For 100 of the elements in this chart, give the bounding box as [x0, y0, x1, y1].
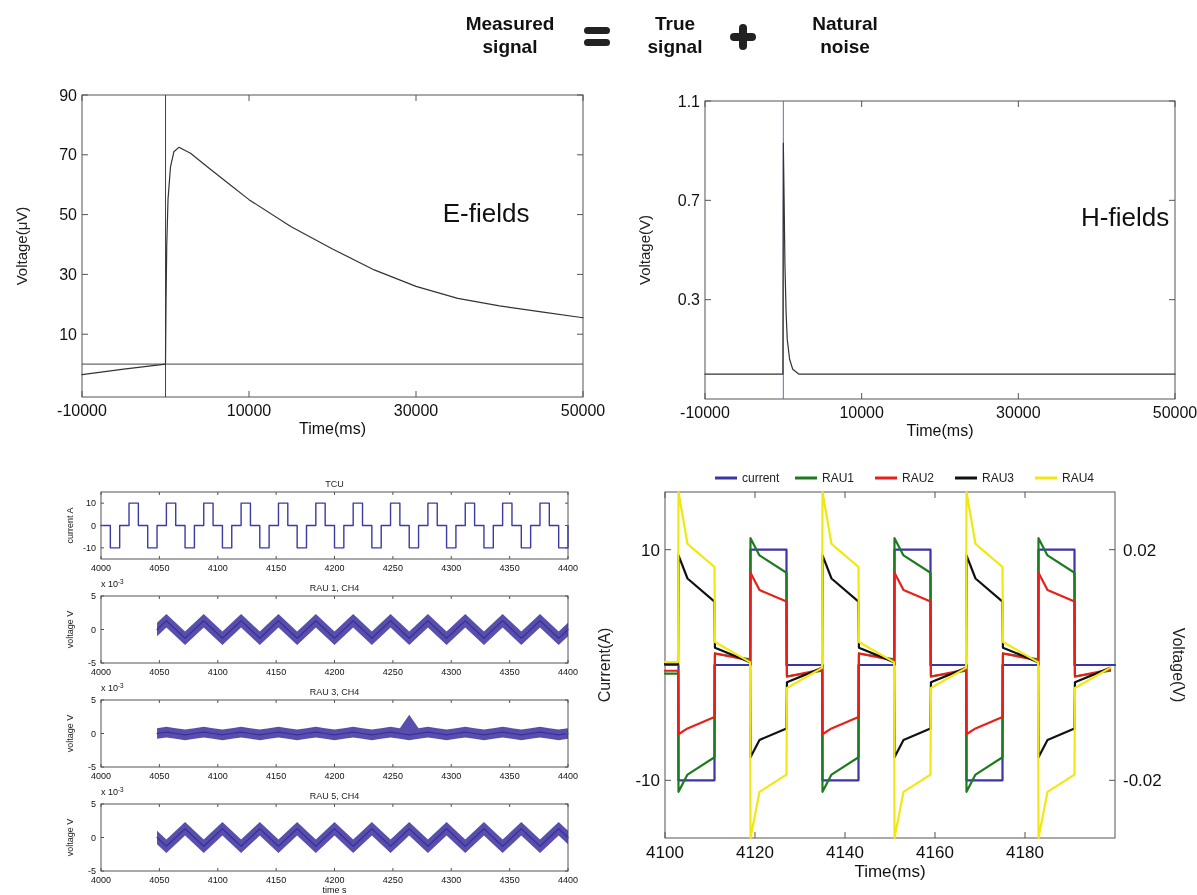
y-tick-label: -5	[87, 658, 96, 669]
annotation: E-fields	[442, 197, 530, 228]
x-tick-label: 30000	[996, 404, 1041, 421]
x-tick-label: 4200	[324, 771, 345, 781]
y-tick-label: -10	[82, 542, 96, 553]
x-tick-label: 4150	[266, 771, 287, 781]
x-tick-label: 4050	[149, 771, 170, 781]
x-tick-label: 4350	[499, 771, 520, 781]
y2-axis-title: Voltage(V)	[1170, 627, 1187, 703]
text: Measured signal	[465, 13, 555, 57]
x-tick-label: 10000	[226, 402, 272, 419]
x-tick-label: 4350	[499, 875, 520, 885]
y-tick-label: 5	[90, 591, 96, 602]
legend-label: current	[742, 471, 781, 485]
y-tick-label: 1.1	[677, 92, 701, 110]
x-tick-label: 4000	[90, 875, 112, 885]
y-axis-title: Voltage(V)	[636, 214, 653, 286]
text: x 10$^{-3}$	[101, 681, 125, 693]
x-tick-label: 4180	[1006, 843, 1044, 862]
y2-tick-label: 0.02	[1123, 540, 1157, 560]
x-tick-label: 4200	[324, 563, 345, 573]
x-tick-label: 4400	[557, 563, 579, 573]
x-tick-label: -10000	[680, 404, 731, 421]
x-tick-label: 4100	[207, 875, 228, 885]
text: True signal	[647, 13, 703, 57]
x-tick-label: 4150	[266, 667, 287, 677]
x-tick-label: 4400	[557, 875, 579, 885]
x-tick-label: 4300	[441, 563, 462, 573]
x-tick-label: -10000	[57, 402, 108, 419]
y-tick-label: 0	[90, 728, 96, 739]
x-tick-label: 4100	[646, 843, 684, 862]
x-tick-label: 4000	[90, 771, 112, 781]
x-tick-label: 4250	[382, 771, 403, 781]
y-axis-title: current A	[65, 507, 75, 544]
x-axis-title: Time(ms)	[906, 422, 974, 440]
chart-title: RAU 1, CH4	[309, 583, 360, 593]
text: x 10$^{-3}$	[101, 785, 125, 797]
x-tick-label: 4160	[916, 843, 954, 862]
x-tick-label: 4050	[149, 563, 170, 573]
x-tick-label: 4150	[266, 563, 287, 573]
y-axis-title: Current(A)	[596, 627, 613, 703]
x-tick-label: 4200	[324, 667, 345, 677]
text: Natural noise	[812, 13, 878, 57]
x-tick-label: 4100	[207, 563, 228, 573]
y-tick-label: 90	[59, 86, 78, 104]
x-tick-label: 4350	[499, 667, 520, 677]
y-tick-label: -5	[87, 866, 96, 877]
text: x 10$^{-3}$	[101, 577, 125, 589]
x-tick-label: 4050	[149, 875, 170, 885]
y-tick-label: 0.7	[677, 191, 701, 209]
chart-title: RAU 5, CH4	[309, 791, 360, 801]
y-tick-label: 10	[641, 540, 660, 560]
x-tick-label: 4150	[266, 875, 287, 885]
x-tick-label: 4050	[149, 667, 170, 677]
y-axis-title: voltage V	[65, 818, 75, 857]
x-tick-label: 4350	[499, 563, 520, 573]
annotation: H-fields	[1081, 202, 1170, 233]
x-axis-title: Time(ms)	[299, 420, 366, 438]
chart-title: RAU 3, CH4	[309, 687, 360, 697]
y-tick-label: 10	[85, 498, 96, 509]
y-tick-label: -10	[635, 771, 660, 791]
y-tick-label: 5	[90, 799, 96, 810]
y-tick-label: 10	[59, 325, 78, 343]
x-tick-label: 4250	[382, 667, 403, 677]
x-tick-label: 4300	[441, 667, 462, 677]
legend-label: RAU4	[1062, 471, 1095, 485]
x-axis-title: time s	[322, 884, 347, 895]
x-tick-label: 4250	[382, 875, 403, 885]
legend-label: RAU3	[982, 471, 1015, 485]
x-tick-label: 4100	[207, 771, 228, 781]
x-tick-label: 4100	[207, 667, 228, 677]
y-axis-title: voltage V	[65, 714, 75, 753]
x-tick-label: 10000	[839, 404, 885, 421]
x-tick-label: 4400	[557, 667, 579, 677]
legend-label: RAU2	[902, 471, 935, 485]
x-tick-label: 4200	[324, 875, 345, 885]
x-axis-title: Time(ms)	[854, 862, 926, 882]
y-tick-label: 5	[90, 695, 96, 706]
y-axis-title: Voltage(μV)	[13, 206, 30, 286]
legend-label: RAU1	[822, 471, 855, 485]
y-tick-label: 50	[59, 206, 78, 224]
x-tick-label: 4400	[557, 771, 579, 781]
x-tick-label: 4300	[441, 771, 462, 781]
x-tick-label: 4140	[826, 843, 864, 862]
y-tick-label: 0	[90, 624, 96, 635]
y2-tick-label: -0.02	[1123, 771, 1162, 791]
x-tick-label: 4250	[382, 563, 403, 573]
x-tick-label: 4000	[90, 563, 112, 573]
y-tick-label: 0	[90, 520, 96, 531]
x-tick-label: 4120	[736, 843, 774, 862]
x-tick-label: 30000	[393, 402, 439, 419]
chart-title: TCU	[325, 479, 344, 489]
y-tick-label: -5	[87, 762, 96, 773]
x-tick-label: 4000	[90, 667, 112, 677]
x-tick-label: 50000	[1152, 404, 1197, 421]
y-axis-title: voltage V	[65, 610, 75, 649]
y-tick-label: 0	[90, 832, 96, 843]
y-tick-label: 70	[59, 146, 78, 164]
x-tick-label: 50000	[560, 402, 606, 419]
y-tick-label: 30	[59, 266, 78, 284]
